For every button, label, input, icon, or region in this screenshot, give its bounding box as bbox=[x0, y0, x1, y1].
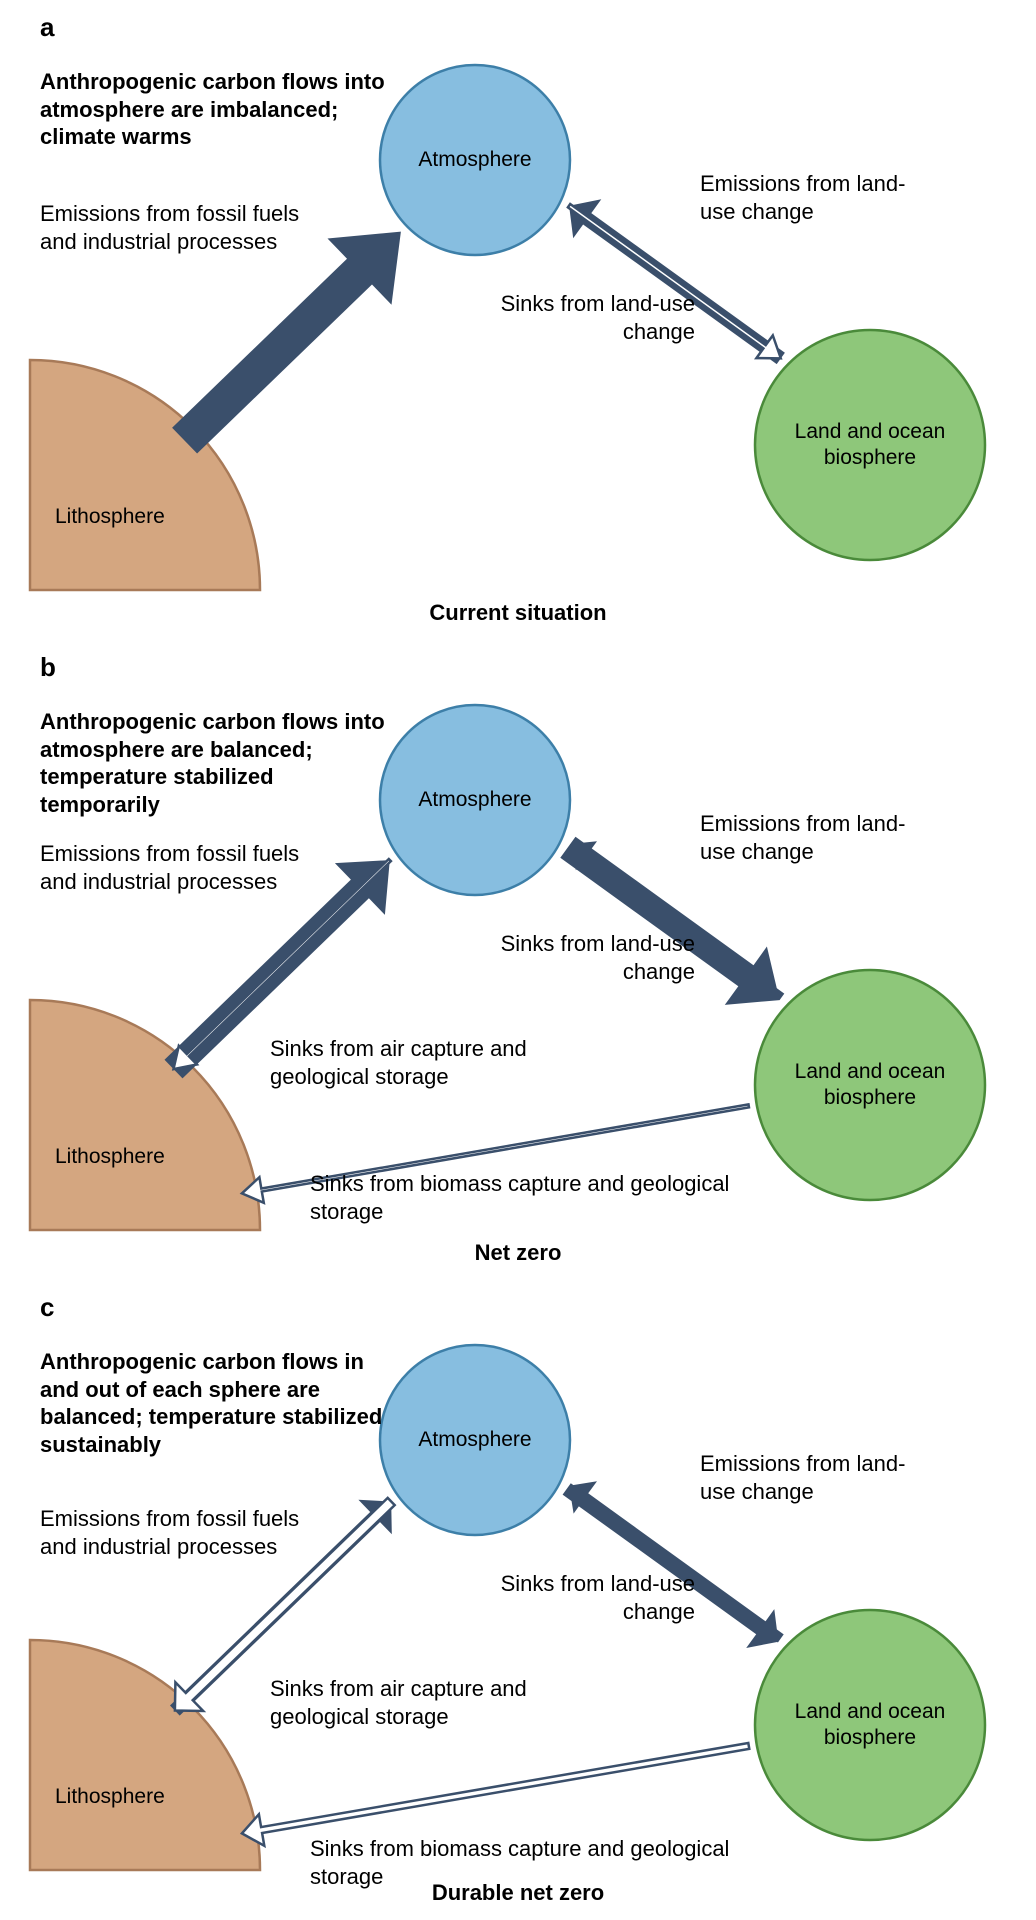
biosphere-label: Land and oceanbiosphere bbox=[795, 1059, 946, 1112]
panel-letter: a bbox=[40, 12, 54, 43]
biosphere-node: Land and oceanbiosphere bbox=[755, 1610, 985, 1840]
panel-title: Anthropogenic carbon flows in and out of… bbox=[40, 1348, 390, 1458]
sinks-land-label: Sinks from land-use change bbox=[475, 1570, 695, 1625]
panel-caption: Current situation bbox=[0, 600, 1036, 626]
atmosphere-label: Atmosphere bbox=[418, 148, 531, 172]
panel-title: Anthropogenic carbon flows into atmosphe… bbox=[40, 68, 390, 151]
atmosphere-node: Atmosphere bbox=[380, 705, 570, 895]
lithosphere-label: Lithosphere bbox=[55, 1145, 165, 1169]
atmosphere-node: Atmosphere bbox=[380, 65, 570, 255]
biosphere-node: Land and oceanbiosphere bbox=[755, 970, 985, 1200]
lithosphere-label: Lithosphere bbox=[55, 1785, 165, 1809]
sinks-land-label: Sinks from land-use change bbox=[475, 930, 695, 985]
panel-subtitle: Emissions from fossil fuels and industri… bbox=[40, 200, 300, 255]
panel-title: Anthropogenic carbon flows into atmosphe… bbox=[40, 708, 390, 818]
atmosphere-label: Atmosphere bbox=[418, 788, 531, 812]
emissions-land-label: Emissions from land-use change bbox=[700, 170, 940, 225]
sinks-land-label: Sinks from land-use change bbox=[475, 290, 695, 345]
biosphere-node: Land and oceanbiosphere bbox=[755, 330, 985, 560]
biosphere-label: Land and oceanbiosphere bbox=[795, 419, 946, 472]
sinks-biomass-label: Sinks from biomass capture and geologica… bbox=[310, 1170, 730, 1225]
biosphere-label: Land and oceanbiosphere bbox=[795, 1699, 946, 1752]
emissions-land-label: Emissions from land-use change bbox=[700, 1450, 940, 1505]
atmosphere-label: Atmosphere bbox=[418, 1428, 531, 1452]
atmosphere-node: Atmosphere bbox=[380, 1345, 570, 1535]
sinks-air-label: Sinks from air capture and geological st… bbox=[270, 1035, 570, 1090]
panel-letter: c bbox=[40, 1292, 54, 1323]
panel-caption: Durable net zero bbox=[0, 1880, 1036, 1906]
sinks-air-label: Sinks from air capture and geological st… bbox=[270, 1675, 570, 1730]
panel-subtitle: Emissions from fossil fuels and industri… bbox=[40, 1505, 300, 1560]
panel-caption: Net zero bbox=[0, 1240, 1036, 1266]
panel-letter: b bbox=[40, 652, 56, 683]
emissions-land-label: Emissions from land-use change bbox=[700, 810, 940, 865]
panel-subtitle: Emissions from fossil fuels and industri… bbox=[40, 840, 300, 895]
lithosphere-label: Lithosphere bbox=[55, 505, 165, 529]
